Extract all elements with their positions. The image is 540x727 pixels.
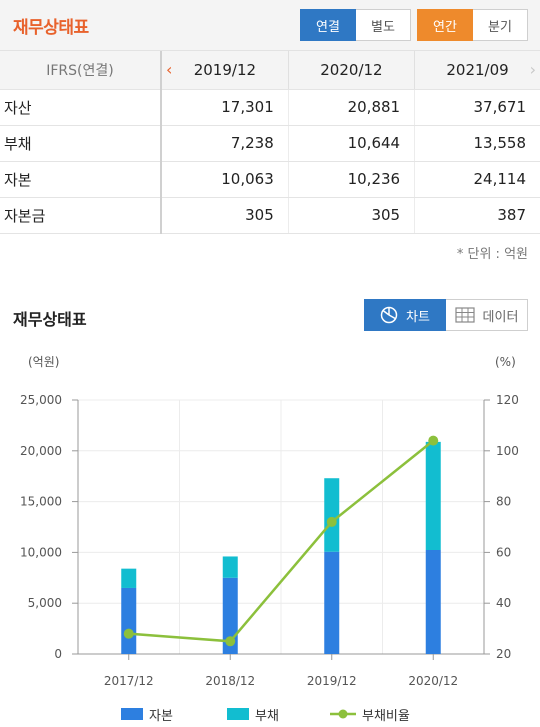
legend-swatch-liability bbox=[227, 708, 249, 720]
ratio-point bbox=[225, 636, 236, 647]
table-row: 자본금 305 305 387 bbox=[0, 197, 540, 234]
view-toggle: 차트 데이터 bbox=[364, 299, 528, 331]
ifrs-label: IFRS(연결) bbox=[0, 51, 162, 90]
x-tick-label: 2019/12 bbox=[307, 674, 357, 688]
period-header: 2021/09 › bbox=[414, 51, 540, 90]
equity-bar bbox=[121, 587, 137, 654]
legend-label-ratio: 부채비율 bbox=[362, 709, 410, 724]
chevron-left-icon[interactable]: ‹ bbox=[166, 60, 173, 79]
chart-view-button[interactable]: 차트 bbox=[364, 299, 446, 331]
chart-section-title: 재무상태표 bbox=[13, 310, 87, 329]
x-tick-label: 2020/12 bbox=[408, 674, 458, 688]
legend-swatch-ratio-point bbox=[338, 709, 348, 719]
ratio-point bbox=[123, 628, 134, 639]
legend-label-liability: 부채 bbox=[255, 709, 279, 724]
table-cell: 10,236 bbox=[288, 161, 416, 198]
row-label-capital-stock: 자본금 bbox=[0, 197, 162, 234]
table-cell: 24,114 bbox=[414, 161, 540, 198]
row-label-assets: 자산 bbox=[0, 89, 162, 126]
liability-bar bbox=[222, 556, 238, 578]
page-header: 재무상태표 연결 별도 연간 분기 bbox=[0, 0, 540, 51]
table-cell: 305 bbox=[288, 197, 416, 234]
bar-series bbox=[121, 441, 441, 654]
right-tick-label: 100 bbox=[496, 444, 519, 458]
table-row: 자산 17,301 20,881 37,671 bbox=[0, 89, 540, 126]
period-toggle: 연간 분기 bbox=[417, 9, 528, 41]
equity-bar bbox=[425, 550, 441, 654]
row-label-liabilities: 부채 bbox=[0, 125, 162, 162]
basis-toggle: 연결 별도 bbox=[300, 9, 411, 41]
table-cell: 387 bbox=[414, 197, 540, 234]
chart-legend: 자본 부채 부채비율 bbox=[121, 708, 410, 724]
chart-view-label: 차트 bbox=[406, 309, 430, 325]
table-grid-icon bbox=[454, 307, 475, 323]
legend-swatch-equity bbox=[121, 708, 143, 720]
table-cell: 305 bbox=[161, 197, 289, 234]
left-axis-ticks: 0 5,000 10,000 15,000 20,000 25,000 bbox=[20, 393, 78, 661]
tab-consolidated[interactable]: 연결 bbox=[300, 9, 356, 41]
ratio-line-series bbox=[123, 435, 439, 647]
balance-sheet-chart: (억원) (%) 05,00010,00015,00020,00025,000 … bbox=[20, 355, 519, 724]
left-tick-label: 10,000 bbox=[20, 545, 62, 559]
chevron-right-icon[interactable]: › bbox=[529, 60, 536, 79]
right-tick-label: 60 bbox=[496, 545, 511, 559]
data-view-label: 데이터 bbox=[482, 309, 519, 325]
legend-label-equity: 자본 bbox=[149, 709, 173, 724]
ratio-point bbox=[326, 516, 337, 527]
tab-annual[interactable]: 연간 bbox=[417, 9, 473, 41]
ratio-line bbox=[128, 439, 435, 643]
period-label: 2021/09 bbox=[446, 60, 509, 79]
left-tick-label: 15,000 bbox=[20, 495, 62, 509]
period-header: ‹ 2019/12 bbox=[161, 51, 289, 90]
unit-note: * 단위 : 억원 bbox=[456, 247, 528, 262]
period-header: 2020/12 bbox=[288, 51, 416, 90]
x-axis-ticks: 2017/12 2018/12 2019/12 2020/12 bbox=[104, 654, 458, 688]
right-tick-label: 120 bbox=[496, 393, 519, 407]
table-header-row: IFRS(연결) ‹ 2019/12 2020/12 2021/09 › bbox=[0, 51, 540, 90]
left-tick-label: 5,000 bbox=[28, 596, 62, 610]
pie-chart-icon bbox=[380, 306, 398, 324]
period-label: 2020/12 bbox=[320, 60, 383, 79]
table-cell: 20,881 bbox=[288, 89, 416, 126]
liability-bar bbox=[425, 441, 441, 551]
table-row: 부채 7,238 10,644 13,558 bbox=[0, 125, 540, 162]
table-cell: 13,558 bbox=[414, 125, 540, 162]
ratio-point bbox=[428, 435, 439, 446]
liability-bar bbox=[121, 568, 137, 588]
equity-bar bbox=[324, 551, 340, 654]
tab-separate[interactable]: 별도 bbox=[356, 9, 411, 41]
data-view-button[interactable]: 데이터 bbox=[446, 299, 528, 331]
table-cell: 37,671 bbox=[414, 89, 540, 126]
right-tick-label: 80 bbox=[496, 495, 511, 509]
tab-quarterly[interactable]: 분기 bbox=[473, 9, 528, 41]
chart-grid bbox=[77, 399, 485, 655]
right-tick-label: 20 bbox=[496, 647, 511, 661]
table-cell: 7,238 bbox=[161, 125, 289, 162]
x-tick-label: 2017/12 bbox=[104, 674, 154, 688]
left-tick-label: 20,000 bbox=[20, 444, 62, 458]
x-tick-label: 2018/12 bbox=[205, 674, 255, 688]
table-row: 자본 10,063 10,236 24,114 bbox=[0, 161, 540, 198]
table-cell: 10,063 bbox=[161, 161, 289, 198]
right-axis-ticks: 20 40 60 80 100 120 bbox=[484, 393, 519, 661]
right-axis-unit-label: (%) bbox=[495, 355, 516, 369]
row-label-equity: 자본 bbox=[0, 161, 162, 198]
liability-bar bbox=[324, 478, 340, 552]
table-cell: 17,301 bbox=[161, 89, 289, 126]
equity-bar bbox=[222, 577, 238, 654]
left-tick-label: 0 bbox=[54, 647, 62, 661]
financial-table: IFRS(연결) ‹ 2019/12 2020/12 2021/09 › 자산 … bbox=[0, 51, 540, 234]
left-axis-unit-label: (억원) bbox=[28, 355, 59, 369]
period-label: 2019/12 bbox=[193, 60, 257, 79]
page-title: 재무상태표 bbox=[13, 18, 89, 38]
right-tick-label: 40 bbox=[496, 596, 511, 610]
table-cell: 10,644 bbox=[288, 125, 416, 162]
left-tick-label: 25,000 bbox=[20, 393, 62, 407]
